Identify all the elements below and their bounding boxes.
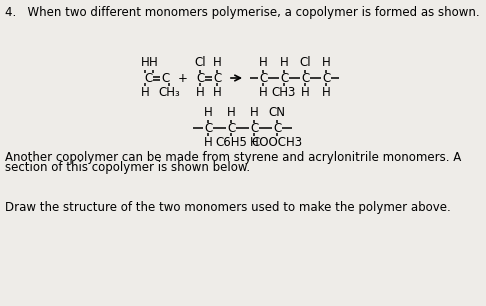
Text: H: H [140, 87, 149, 99]
Text: C: C [161, 72, 169, 84]
Text: Cl: Cl [194, 57, 206, 69]
Text: H: H [322, 87, 330, 99]
Text: H: H [250, 136, 259, 150]
Text: C: C [301, 72, 309, 84]
Text: CH₃: CH₃ [158, 87, 180, 99]
Text: H: H [301, 87, 310, 99]
Text: C: C [144, 72, 152, 84]
Text: CH3: CH3 [272, 87, 296, 99]
Text: C6H5: C6H5 [215, 136, 247, 150]
Text: +: + [178, 72, 188, 84]
Text: H: H [196, 87, 205, 99]
Text: H: H [259, 87, 267, 99]
Text: C: C [213, 72, 221, 84]
Text: H: H [204, 106, 212, 120]
Text: C: C [273, 121, 281, 135]
Text: H: H [149, 57, 157, 69]
Text: Draw the structure of the two monomers used to make the polymer above.: Draw the structure of the two monomers u… [5, 201, 451, 214]
Text: H: H [250, 106, 259, 120]
Text: H: H [226, 106, 235, 120]
Text: C: C [196, 72, 204, 84]
Text: C: C [322, 72, 330, 84]
Text: C: C [250, 121, 258, 135]
Text: H: H [204, 136, 212, 150]
Text: H: H [213, 87, 222, 99]
Text: CN: CN [268, 106, 285, 120]
Text: Cl: Cl [299, 57, 311, 69]
Text: C: C [259, 72, 267, 84]
Text: COOCH3: COOCH3 [251, 136, 303, 150]
Text: H: H [140, 57, 149, 69]
Text: H: H [279, 57, 288, 69]
Text: C: C [280, 72, 288, 84]
Text: 4.   When two different monomers polymerise, a copolymer is formed as shown.: 4. When two different monomers polymeris… [5, 6, 480, 19]
Text: H: H [213, 57, 222, 69]
Text: Another copolymer can be made from styrene and acrylonitrile monomers. A: Another copolymer can be made from styre… [5, 151, 461, 164]
Text: C: C [227, 121, 235, 135]
Text: section of this copolymer is shown below.: section of this copolymer is shown below… [5, 161, 250, 174]
Text: H: H [259, 57, 267, 69]
Text: H: H [322, 57, 330, 69]
Text: C: C [204, 121, 212, 135]
